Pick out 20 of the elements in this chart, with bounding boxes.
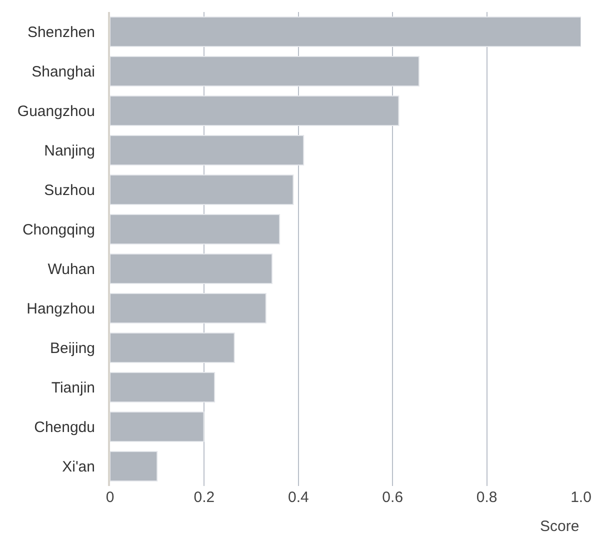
y-tick-label: Chongqing [22,222,95,238]
y-tick-label: Hangzhou [26,300,95,318]
x-tick-label: 0.6 [382,489,404,506]
y-tick-label: Chengdu [34,419,95,436]
y-tick-label: Suzhou [44,182,95,199]
x-tick-label: 0 [106,489,114,506]
y-tick-label: Wuhan [48,261,95,278]
x-tick-label: 0.2 [194,489,215,506]
y-tick-label: Shanghai [32,64,95,80]
x-axis-title: Score [540,518,580,535]
y-tick-label: Xi'an [62,458,95,476]
y-tick-label: Guangzhou [17,103,95,120]
bar [110,450,158,482]
x-tick-label: 0.4 [288,489,309,506]
y-tick-label: Nanjing [44,142,95,160]
y-tick-label: Tianjin [51,380,95,396]
x-tick-label: 1.0 [570,489,592,506]
x-tick-label: 0.8 [476,489,498,506]
y-tick-label: Shenzhen [27,24,95,41]
y-tick-label: Beijing [50,340,95,357]
